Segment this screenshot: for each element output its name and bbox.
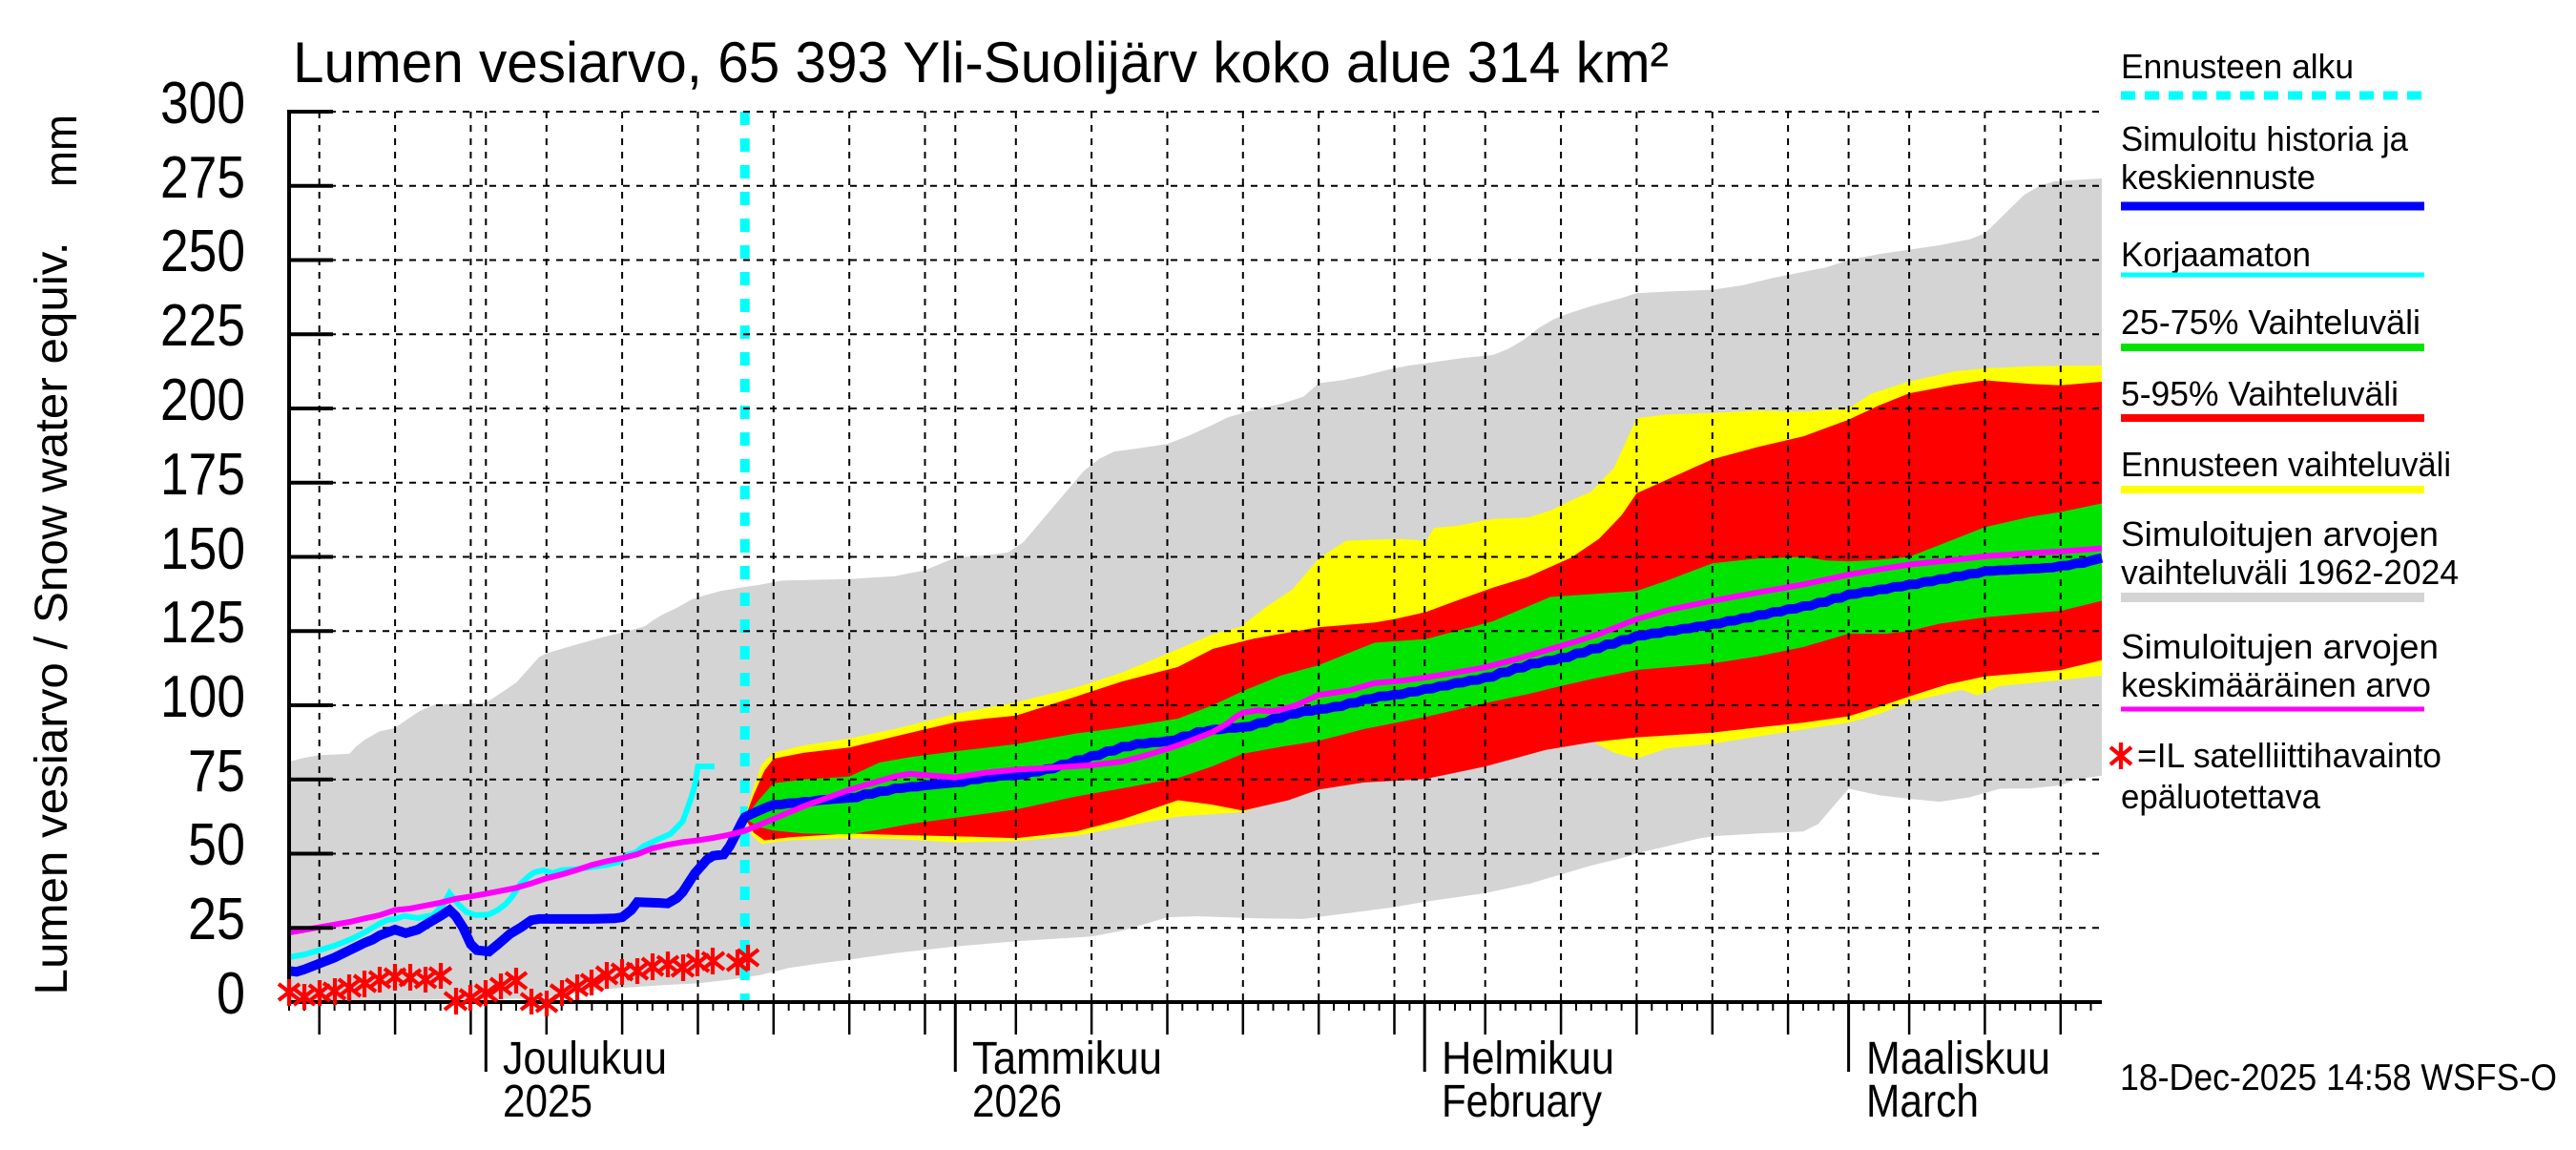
svg-text:Korjaamaton: Korjaamaton (2121, 235, 2311, 274)
svg-text:175: 175 (160, 442, 245, 508)
svg-text:75: 75 (188, 739, 245, 805)
svg-text:150: 150 (160, 516, 245, 582)
svg-text:100: 100 (160, 664, 245, 730)
svg-text:keskiennuste: keskiennuste (2121, 157, 2316, 197)
svg-text:2026: 2026 (972, 1077, 1062, 1127)
svg-text:Lumen vesiarvo / Snow water eq: Lumen vesiarvo / Snow water equiv. (27, 242, 77, 995)
svg-text:Ennusteen alku: Ennusteen alku (2121, 47, 2354, 86)
svg-text:Lumen vesiarvo, 65 393 Yli-Suo: Lumen vesiarvo, 65 393 Yli-Suolijärv kok… (293, 31, 1669, 94)
svg-text:Simuloitujen arvojen: Simuloitujen arvojen (2121, 514, 2439, 554)
svg-text:0: 0 (217, 961, 245, 1027)
svg-text:200: 200 (160, 367, 245, 433)
svg-text:25: 25 (188, 887, 245, 952)
svg-text:Tammikuu: Tammikuu (972, 1034, 1162, 1084)
svg-text:18-Dec-2025 14:58 WSFS-O: 18-Dec-2025 14:58 WSFS-O (2120, 1057, 2557, 1098)
svg-text:Simuloitu historia ja: Simuloitu historia ja (2121, 119, 2409, 158)
svg-text:Maaliskuu: Maaliskuu (1866, 1034, 2050, 1084)
svg-text:mm: mm (36, 115, 87, 187)
svg-text:keskimääräinen arvo: keskimääräinen arvo (2121, 665, 2431, 704)
svg-text:225: 225 (160, 293, 245, 359)
svg-text:250: 250 (160, 219, 245, 284)
svg-text:=IL satelliittihavainto: =IL satelliittihavainto (2137, 736, 2441, 775)
svg-text:Joulukuu: Joulukuu (503, 1034, 667, 1084)
svg-text:Helmikuu: Helmikuu (1442, 1034, 1614, 1084)
svg-text:Ennusteen vaihteluväli: Ennusteen vaihteluväli (2121, 445, 2451, 484)
svg-text:300: 300 (160, 71, 245, 136)
svg-text:vaihteluväli 1962-2024: vaihteluväli 1962-2024 (2121, 553, 2459, 592)
svg-text:125: 125 (160, 590, 245, 656)
svg-text:Simuloitujen arvojen: Simuloitujen arvojen (2121, 627, 2439, 666)
svg-text:March: March (1866, 1077, 1979, 1127)
svg-text:25-75% Vaihteluväli: 25-75% Vaihteluväli (2121, 303, 2420, 342)
svg-text:2025: 2025 (503, 1077, 592, 1127)
svg-text:February: February (1442, 1077, 1602, 1127)
svg-text:50: 50 (188, 812, 245, 878)
svg-text:epäluotettava: epäluotettava (2121, 777, 2321, 816)
svg-text:275: 275 (160, 145, 245, 211)
svg-text:5-95% Vaihteluväli: 5-95% Vaihteluväli (2121, 374, 2399, 413)
